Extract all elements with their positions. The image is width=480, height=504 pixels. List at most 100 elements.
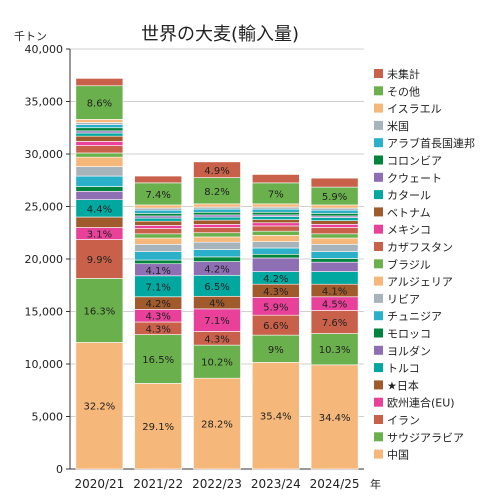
legend-label: クウェート [387,172,442,185]
bar-segment [193,216,241,221]
data-label: 4.2% [263,274,288,285]
bar-segment [251,241,300,249]
x-axis-unit: 年 [370,477,381,491]
bar-segment [75,239,124,279]
data-label: 5.9% [263,302,288,313]
bar-segment [134,207,183,211]
bar-segment [193,203,241,208]
bar-segment [251,203,300,208]
legend-label: その他 [387,85,420,98]
bar-segment [251,211,300,216]
bar-segment [310,224,359,228]
bar-segment [134,215,183,219]
bar-segment [251,216,300,220]
y-tick-label: 25,000 [25,201,64,214]
bar-segment [134,204,183,209]
legend-label: メキシコ [387,224,431,237]
x-tick-label: 2023/24 [251,477,301,491]
legend-label: 中国 [387,449,409,462]
data-label: 10.3% [319,345,351,356]
bar-segment [310,207,359,211]
data-label: 6.5% [204,282,229,293]
bar-segment [193,208,241,213]
data-label: 5.9% [322,192,347,203]
data-label: 4.3% [263,287,288,298]
bar-segment [75,216,124,228]
legend-label: アラブ首長国連邦 [387,136,475,150]
legend-label: カザフスタン [387,241,453,254]
data-label: 4.1% [322,287,347,298]
bar-segment [193,241,241,250]
bar-segment [75,145,124,154]
legend-label: 未集計 [387,67,420,81]
legend-label: アルジェリア [387,276,453,289]
bar-segment [310,333,359,366]
y-tick-label: 40,000 [25,43,64,56]
legend-swatch [374,449,383,459]
bar-segment [251,247,300,255]
bar-segment [310,213,359,217]
bar-segment [193,227,241,234]
data-label: 4.2% [204,264,229,275]
data-label: 29.1% [142,422,174,433]
bar-segment [193,236,241,243]
bar-segment [310,244,359,252]
legend-label: トルコ [387,362,420,375]
legend-swatch [374,242,383,251]
bar-segment [251,253,300,259]
y-tick-label: 30,000 [25,148,64,161]
x-tick-label: 2021/22 [133,477,183,491]
bar-segment [75,135,124,142]
bar-segment [75,190,124,200]
legend-label: コロンビア [387,155,442,168]
data-label: 7.1% [145,282,170,293]
data-label: 35.4% [260,412,292,423]
bar-segment [310,271,359,285]
legend-swatch [374,363,383,373]
bar-segment [134,209,183,214]
data-label: 3.1% [87,230,112,241]
data-label: 9% [268,345,284,356]
legend-swatch [374,207,383,217]
legend-label: カタール [387,189,431,202]
bar-segment [134,220,183,226]
bar-segment [310,237,359,245]
bar-segment [251,208,300,213]
data-label: 32.2% [84,402,116,413]
y-tick-label: 10,000 [25,358,64,371]
data-label: 16.5% [142,355,174,366]
bar-segment [134,259,183,265]
data-label: 4.3% [145,324,170,335]
bar-segment [134,213,183,217]
bar-segment [193,161,241,178]
data-label: 4.3% [204,334,229,345]
bar-segment [251,222,300,227]
bar-segment [134,244,183,252]
bar-segment [310,204,359,209]
legend-label: サウジアラビア [387,431,464,444]
bar-segment [134,233,183,239]
bar-segment [310,209,359,214]
legend-swatch [374,103,383,113]
legend-label: モロッコ [387,328,431,341]
x-tick-label: 2020/21 [74,477,124,491]
legend-swatch [374,155,383,165]
bar-segment [134,383,183,470]
x-tick-label: 2022/23 [192,477,242,491]
legend-label: ブラジル [387,257,431,271]
data-label: 16.3% [84,306,116,317]
bar-segment [134,175,183,184]
legend-swatch [374,397,383,407]
legend-swatch [374,259,383,269]
y-tick-label: 35,000 [25,96,64,109]
bar-segment [310,261,359,272]
legend-label: ★日本 [387,378,419,392]
legend-swatch [374,190,383,200]
bar-segment [75,119,124,123]
bar-segment [75,186,124,192]
legend-swatch [374,69,383,78]
bar-segment [193,206,241,210]
data-label: 8.2% [204,187,229,198]
bar-segment [310,217,359,221]
